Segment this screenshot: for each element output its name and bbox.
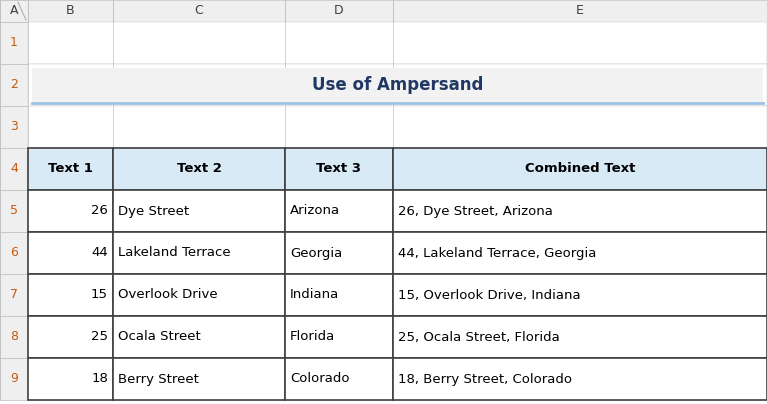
Text: E: E bbox=[576, 4, 584, 17]
Bar bbox=[285, 232, 393, 274]
Bar bbox=[28, 232, 767, 274]
Text: 8: 8 bbox=[10, 330, 18, 343]
Text: 26: 26 bbox=[91, 204, 108, 217]
Bar bbox=[0, 0, 28, 22]
Bar bbox=[0, 22, 28, 64]
Bar bbox=[28, 232, 113, 274]
Bar bbox=[28, 190, 767, 232]
Bar bbox=[28, 358, 113, 400]
Text: Combined Text: Combined Text bbox=[525, 162, 635, 175]
Text: A: A bbox=[10, 4, 18, 17]
Bar bbox=[28, 274, 767, 316]
Bar bbox=[285, 316, 393, 358]
Bar bbox=[285, 0, 393, 22]
Text: Arizona: Arizona bbox=[290, 204, 340, 217]
Bar bbox=[393, 148, 767, 190]
Text: C: C bbox=[195, 4, 203, 17]
Bar bbox=[393, 316, 767, 358]
Bar bbox=[28, 148, 767, 190]
Text: Florida: Florida bbox=[290, 330, 335, 343]
Text: 18: 18 bbox=[91, 372, 108, 385]
Bar bbox=[28, 274, 113, 316]
Text: 44, Lakeland Terrace, Georgia: 44, Lakeland Terrace, Georgia bbox=[398, 246, 597, 259]
Text: Indiana: Indiana bbox=[290, 288, 339, 301]
Bar bbox=[113, 190, 285, 232]
Text: Dye Street: Dye Street bbox=[118, 204, 189, 217]
Text: 15, Overlook Drive, Indiana: 15, Overlook Drive, Indiana bbox=[398, 288, 581, 301]
Bar bbox=[0, 274, 28, 316]
Text: 6: 6 bbox=[10, 246, 18, 259]
Bar bbox=[0, 148, 28, 190]
Text: 5: 5 bbox=[10, 204, 18, 217]
Bar bbox=[113, 0, 285, 22]
Text: 2: 2 bbox=[10, 78, 18, 91]
Bar bbox=[113, 316, 285, 358]
Bar bbox=[28, 148, 113, 190]
Bar bbox=[28, 0, 113, 22]
Text: 44: 44 bbox=[91, 246, 108, 259]
Bar bbox=[32, 68, 763, 102]
Text: 3: 3 bbox=[10, 120, 18, 133]
Bar bbox=[113, 274, 285, 316]
Text: 25, Ocala Street, Florida: 25, Ocala Street, Florida bbox=[398, 330, 560, 343]
Text: Text 3: Text 3 bbox=[317, 162, 361, 175]
Bar bbox=[113, 358, 285, 400]
Bar bbox=[285, 358, 393, 400]
Bar bbox=[285, 148, 393, 190]
Text: Ocala Street: Ocala Street bbox=[118, 330, 201, 343]
Bar bbox=[0, 0, 28, 22]
Bar bbox=[285, 190, 393, 232]
Bar bbox=[28, 22, 767, 64]
Bar bbox=[393, 190, 767, 232]
Bar bbox=[0, 232, 28, 274]
Text: 4: 4 bbox=[10, 162, 18, 175]
Text: 7: 7 bbox=[10, 288, 18, 301]
Text: D: D bbox=[334, 4, 344, 17]
Text: 18, Berry Street, Colorado: 18, Berry Street, Colorado bbox=[398, 372, 572, 385]
Text: 25: 25 bbox=[91, 330, 108, 343]
Bar bbox=[28, 316, 113, 358]
Bar bbox=[0, 190, 28, 232]
Bar bbox=[393, 0, 767, 22]
Text: 9: 9 bbox=[10, 372, 18, 385]
Bar bbox=[0, 64, 28, 106]
Bar bbox=[28, 190, 113, 232]
Bar bbox=[0, 106, 28, 148]
Bar bbox=[28, 358, 767, 400]
Bar bbox=[28, 316, 767, 358]
Text: Lakeland Terrace: Lakeland Terrace bbox=[118, 246, 231, 259]
Text: Colorado: Colorado bbox=[290, 372, 350, 385]
Text: B: B bbox=[66, 4, 75, 17]
Bar bbox=[113, 232, 285, 274]
Bar bbox=[393, 358, 767, 400]
Text: Georgia: Georgia bbox=[290, 246, 342, 259]
Text: Text 1: Text 1 bbox=[48, 162, 93, 175]
Bar bbox=[0, 358, 28, 400]
Text: Overlook Drive: Overlook Drive bbox=[118, 288, 218, 301]
Text: 15: 15 bbox=[91, 288, 108, 301]
Bar bbox=[285, 274, 393, 316]
Bar bbox=[113, 148, 285, 190]
Text: Berry Street: Berry Street bbox=[118, 372, 199, 385]
Bar bbox=[28, 106, 767, 148]
Bar bbox=[393, 232, 767, 274]
Text: 26, Dye Street, Arizona: 26, Dye Street, Arizona bbox=[398, 204, 553, 217]
Bar bbox=[0, 316, 28, 358]
Text: 1: 1 bbox=[10, 36, 18, 50]
Text: Text 2: Text 2 bbox=[176, 162, 222, 175]
Text: Use of Ampersand: Use of Ampersand bbox=[312, 76, 483, 94]
Bar bbox=[393, 274, 767, 316]
Bar bbox=[28, 64, 767, 106]
